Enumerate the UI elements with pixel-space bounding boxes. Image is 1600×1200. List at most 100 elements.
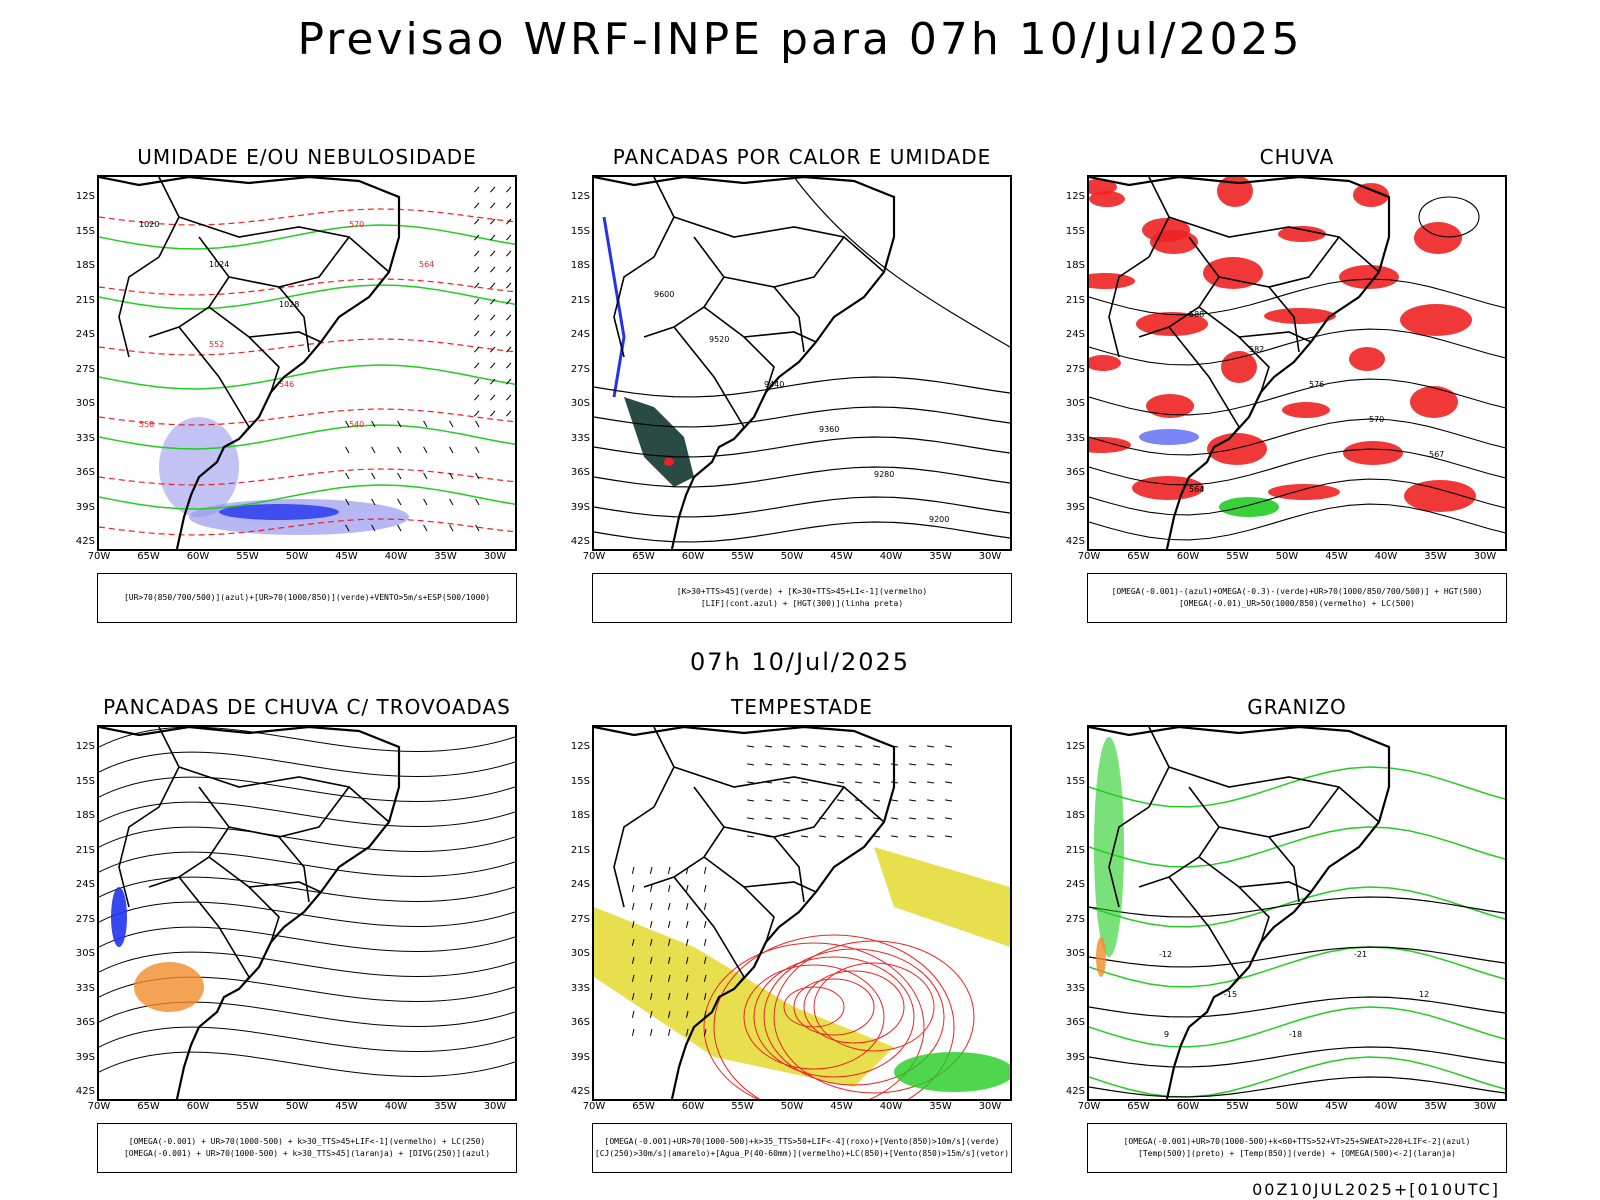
- lon-tick-label: 35W: [1424, 1101, 1447, 1112]
- streamline: [99, 851, 515, 877]
- wind-vector: [909, 799, 917, 802]
- wind-vector: [489, 314, 496, 321]
- political-border: [1218, 826, 1300, 903]
- omega-area: [1096, 937, 1106, 977]
- wind-vector: [837, 799, 845, 802]
- wind-vector: [505, 202, 512, 209]
- wind-vector: [473, 362, 480, 369]
- wind-vector: [783, 799, 791, 802]
- temp500-contour: [1089, 1046, 1505, 1068]
- wind-vector: [927, 745, 935, 748]
- map-umidade: 1020 1024 1028 570 564 558 552 546 540: [97, 175, 517, 551]
- panel-granizo: GRANIZO 12S 15S 18S 21S 24S 27S 30S 33S 36S 39S 42…: [1027, 695, 1507, 1185]
- wind-vector: [703, 938, 707, 946]
- contour-label: 9600: [654, 290, 674, 299]
- lon-tick-label: 50W: [1275, 551, 1299, 562]
- political-border: [1168, 216, 1380, 273]
- panel-title: PANCADAS DE CHUVA C/ TROVOADAS: [103, 695, 511, 719]
- water-contour: [793, 978, 875, 1036]
- panel-title: TEMPESTADE: [731, 695, 873, 719]
- lon-tick-label: 40W: [1374, 551, 1398, 562]
- wind-vector: [765, 745, 773, 748]
- divergence-area: [111, 887, 127, 947]
- contour-label: 540: [349, 420, 364, 429]
- water-contour: [753, 956, 915, 1078]
- wind-vector: [801, 745, 809, 748]
- lon-tick-label: 45W: [830, 1101, 853, 1112]
- lat-tick-label: 36S: [570, 467, 590, 478]
- wind-vector: [473, 218, 480, 225]
- wind-vector: [685, 956, 689, 964]
- lat-tick-label: 12S: [1065, 191, 1085, 202]
- wind-vector: [475, 446, 480, 454]
- lon-tick-label: 55W: [236, 551, 259, 562]
- wind-vector: [489, 394, 496, 401]
- lat-tick-label: 33S: [75, 982, 95, 994]
- wind-vector: [819, 799, 827, 802]
- lat-tick-label: 24S: [1065, 329, 1085, 340]
- wind-vector: [667, 974, 671, 982]
- hgt500-contour: [1089, 328, 1505, 366]
- hgt500-contour: [1089, 503, 1505, 541]
- lat-tick-label: 30S: [75, 948, 95, 959]
- lat-tick-label: 15S: [75, 775, 95, 787]
- lat-tick-label: 27S: [1065, 913, 1085, 925]
- lat-tick-label: 21S: [1065, 844, 1085, 856]
- lat-tick-label: 18S: [570, 260, 590, 271]
- wind-vector: [667, 884, 671, 892]
- contour-label: -15: [1224, 990, 1237, 999]
- lon-tick-label: 55W: [731, 551, 754, 562]
- rain-area: [1349, 347, 1385, 371]
- wind-area: [894, 1052, 1010, 1092]
- wind-vector: [703, 884, 707, 892]
- wind-vector: [783, 817, 791, 820]
- political-border: [1168, 326, 1240, 440]
- contour-label: 1028: [279, 300, 299, 309]
- wind-vector: [397, 498, 402, 506]
- map-granizo: -12 -15 -18 -21 12 9: [1087, 725, 1507, 1101]
- lat-tick-label: 15S: [570, 225, 590, 237]
- wind-vector: [505, 346, 512, 353]
- political-border: [1108, 177, 1170, 358]
- wind-vector: [649, 1010, 653, 1018]
- legend-line: [OMEGA(-0.001)+UR>70(1000-500)+k>35_TTS>…: [604, 1137, 1000, 1146]
- wind-vector: [505, 218, 512, 225]
- rain-area: [1203, 257, 1263, 289]
- map-svg: -12 -15 -18 -21 12 9: [1089, 727, 1505, 1099]
- wind-vector: [649, 992, 653, 1000]
- wind-vector: [819, 835, 827, 838]
- wind-vector: [475, 420, 480, 428]
- wind-vector: [423, 472, 428, 480]
- lon-tick-label: 60W: [681, 551, 705, 562]
- lon-axis: 70W 65W 60W 55W 50W 45W 40W 35W 30W: [1078, 551, 1507, 565]
- wind-vector: [649, 920, 653, 928]
- wind-vector: [473, 394, 480, 401]
- political-border: [673, 766, 885, 823]
- rain-area: [1282, 402, 1330, 418]
- wind-vector: [631, 974, 635, 982]
- contour-label: -21: [1354, 950, 1367, 959]
- wind-vector: [667, 902, 671, 910]
- wind-vector: [685, 920, 689, 928]
- green-contour: [99, 224, 515, 250]
- lat-tick-label: 30S: [570, 948, 590, 959]
- map-svg: 9600 9520 9440 9360 9280 9200: [594, 177, 1010, 549]
- rain-area: [1089, 191, 1125, 207]
- wind-vector: [837, 745, 845, 748]
- contour-label: 9360: [819, 425, 839, 434]
- wind-vector: [649, 974, 653, 982]
- lon-tick-label: 65W: [632, 1101, 655, 1112]
- lat-tick-label: 33S: [570, 432, 590, 444]
- wind-vector: [837, 817, 845, 820]
- political-border: [208, 306, 280, 393]
- main-title: Previsao WRF-INPE para 07h 10/Jul/2025: [297, 14, 1303, 65]
- lon-tick-label: 70W: [87, 551, 111, 562]
- footer-run-info: 00Z10JUL2025+[010UTC]: [1252, 1180, 1500, 1199]
- wind-vector: [819, 763, 827, 766]
- rain-area: [1353, 183, 1389, 207]
- lon-tick-label: 40W: [1374, 1101, 1398, 1112]
- lon-tick-label: 60W: [1176, 1101, 1200, 1112]
- political-border: [208, 856, 280, 943]
- contour-label: 558: [139, 420, 154, 429]
- wind-vector: [473, 298, 480, 305]
